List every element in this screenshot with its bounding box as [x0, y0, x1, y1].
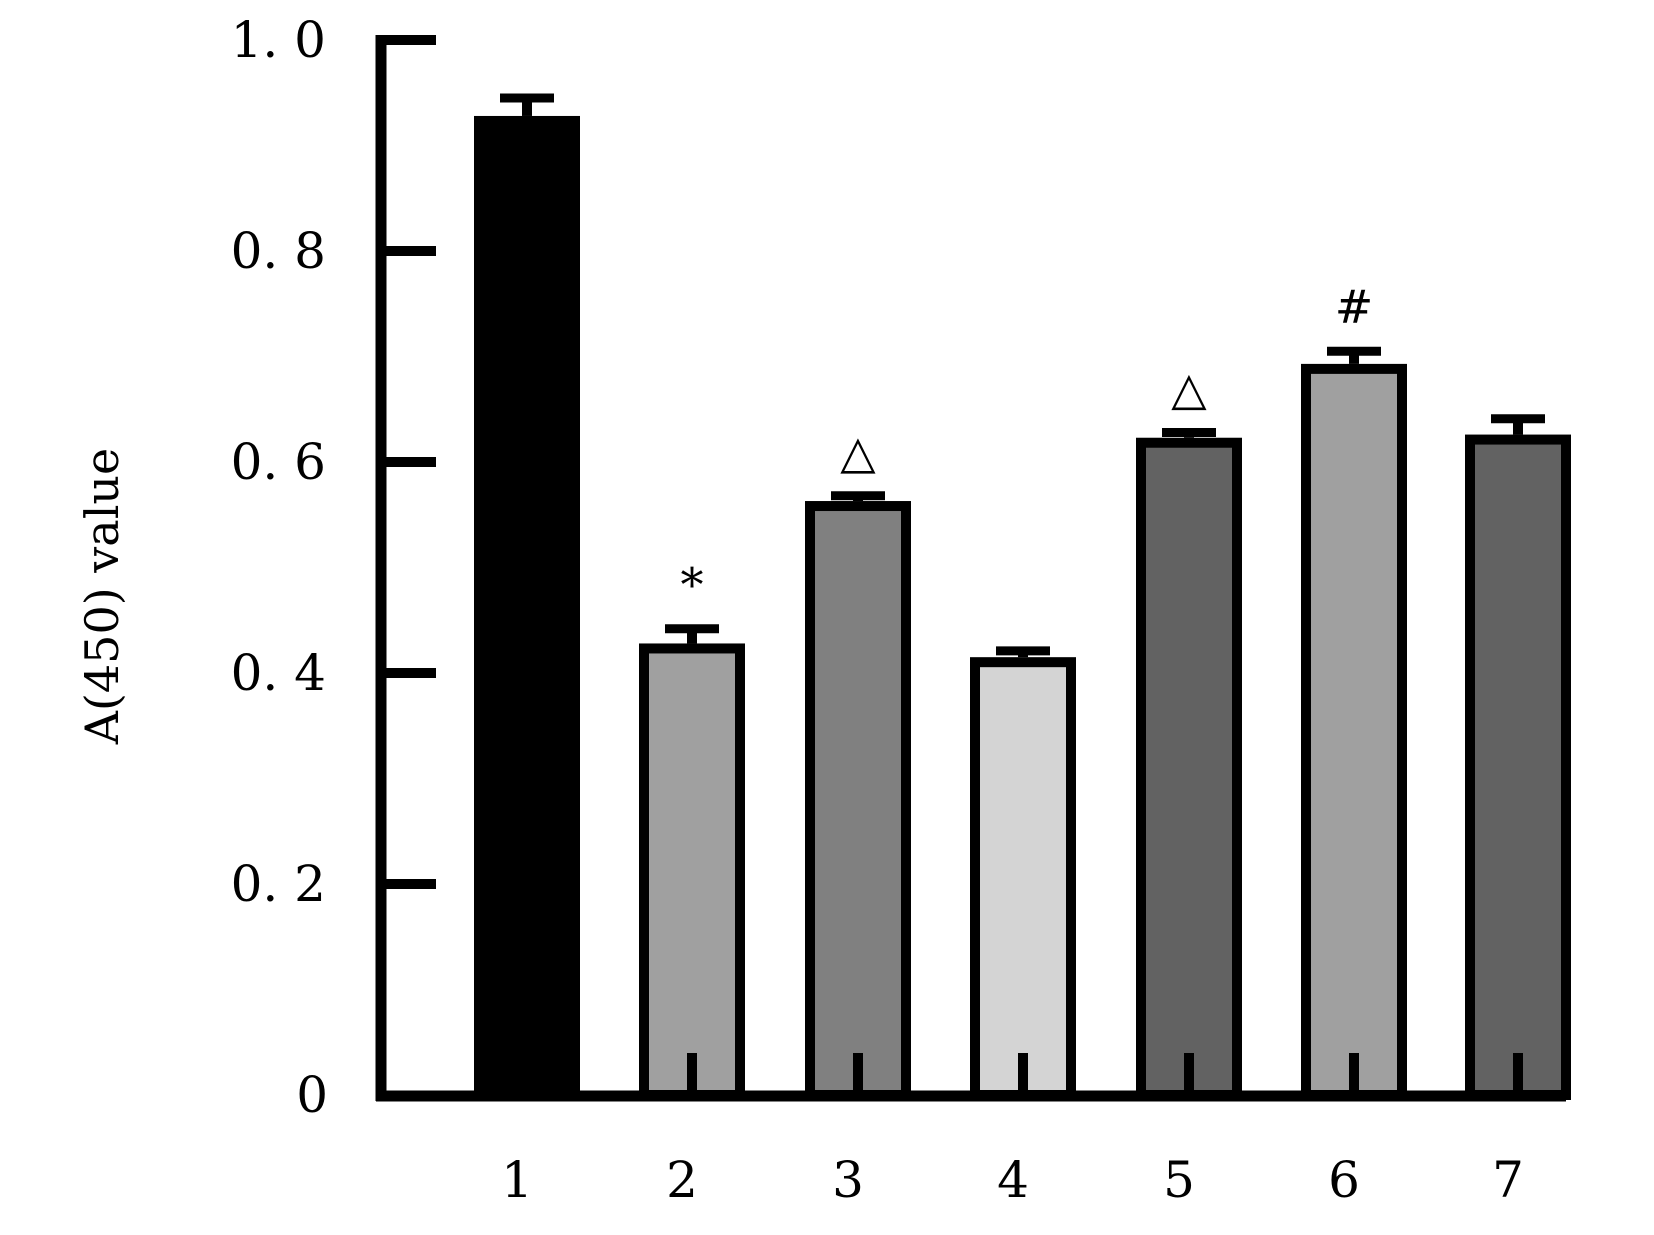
bar-5 [1136, 437, 1242, 1100]
x-tick-label-7: 7 [1492, 1151, 1524, 1209]
x-tick-label-4: 4 [997, 1151, 1029, 1209]
bar-3 [805, 501, 911, 1101]
significance-mark-5: △ [1171, 361, 1207, 415]
bar-4 [970, 657, 1076, 1100]
y-tick-label-5: 1. 0 [231, 11, 326, 69]
bar-1 [474, 115, 580, 1095]
significance-mark-3: △ [840, 425, 876, 479]
x-tick-label-1: 1 [501, 1151, 533, 1209]
bar-2 [639, 643, 745, 1101]
y-tick-label-2: 0. 4 [231, 644, 326, 702]
axes-group: 1 2 3 4 5 6 7 0 0. 2 0. 4 0. 6 0. 8 1. 0 [231, 11, 1566, 1209]
bar-7 [1465, 434, 1571, 1100]
bar-6 [1301, 363, 1407, 1100]
y-tick-label-0: 0 [296, 1066, 328, 1124]
significance-mark-2: * [681, 558, 704, 612]
y-axis-label: A(450) value [75, 448, 129, 746]
x-tick-label-5: 5 [1163, 1151, 1195, 1209]
x-tick-label-2: 2 [666, 1151, 698, 1209]
x-tick-label-3: 3 [832, 1151, 864, 1209]
significance-mark-6: # [1335, 280, 1374, 334]
y-tick-label-3: 0. 6 [231, 433, 326, 491]
y-tick-label-4: 0. 8 [231, 222, 326, 280]
y-tick-label-1: 0. 2 [231, 855, 326, 913]
bars-group: * △ △ # [474, 93, 1571, 1101]
x-tick-label-6: 6 [1328, 1151, 1360, 1209]
